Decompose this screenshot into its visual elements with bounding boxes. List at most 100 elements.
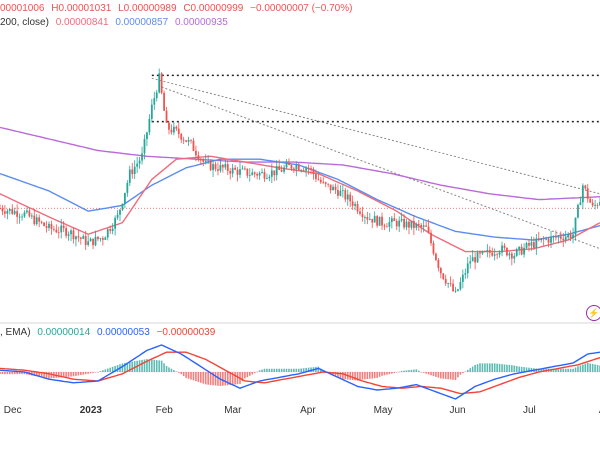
candle-body <box>425 225 428 227</box>
candle-body <box>295 165 298 170</box>
macd-histogram-bar <box>89 372 92 374</box>
candle-body <box>305 168 308 171</box>
macd-histogram-bar <box>376 372 378 378</box>
macd-histogram-bar <box>288 368 290 372</box>
flash-icon[interactable]: ⚡ <box>586 305 600 321</box>
macd-histogram-bar <box>70 372 72 377</box>
macd-histogram-bar <box>525 367 528 372</box>
candle-body <box>327 183 330 185</box>
macd-histogram-bar <box>195 372 197 382</box>
candle-body <box>567 233 570 237</box>
candle-body <box>486 250 489 252</box>
macd-histogram-bar <box>175 371 178 372</box>
macd-histogram-bar <box>481 363 484 372</box>
candle-body <box>386 226 388 228</box>
macd-histogram-bar <box>256 371 258 373</box>
macd-histogram-bar <box>471 366 474 372</box>
macd-histogram-bar <box>43 372 45 378</box>
candle-body <box>334 186 337 191</box>
candle-body <box>285 163 288 168</box>
macd-histogram-bar <box>16 372 18 375</box>
macd-histogram-bar <box>523 367 525 372</box>
candle-body <box>136 163 139 167</box>
macd-histogram-bar <box>425 372 427 374</box>
macd-histogram-bar <box>596 364 599 372</box>
candle-body <box>442 273 445 279</box>
macd-histogram-bar <box>77 372 80 376</box>
ohlc-high: H0.00001031 <box>51 3 112 14</box>
candle-body <box>444 278 447 284</box>
candle-body <box>18 216 21 218</box>
macd-histogram-bar <box>432 372 435 377</box>
candle-body <box>104 237 107 240</box>
x-tick-label: Aug <box>599 405 600 416</box>
candle-body <box>557 236 560 238</box>
macd-histogram-bar <box>476 364 479 372</box>
candle-body <box>270 170 273 177</box>
ohlc-low: L0.00000989 <box>118 3 177 14</box>
macd-histogram-bar <box>334 372 337 376</box>
macd-histogram-bar <box>398 371 400 373</box>
candle-body <box>351 201 354 206</box>
macd-histogram-bar <box>116 365 119 372</box>
macd-histogram-bar <box>577 366 579 372</box>
candle-body <box>435 253 437 260</box>
candle-body <box>126 182 129 193</box>
candle-body <box>508 253 511 256</box>
macd-histogram-bar <box>280 368 283 372</box>
macd-histogram-bar <box>109 367 112 372</box>
candle-body <box>221 164 224 168</box>
macd-histogram-bar <box>366 372 369 380</box>
candle-body <box>591 202 594 206</box>
macd-histogram-bar <box>38 372 40 377</box>
candle-body <box>337 190 339 196</box>
candle-body <box>131 169 134 174</box>
macd-histogram-bar <box>317 366 320 372</box>
ohlc-legend: 00001006 H0.00001031 L0.00000989 C0.0000… <box>0 3 356 14</box>
candle-body <box>584 185 587 189</box>
macd-histogram-bar <box>278 368 280 372</box>
candle-body <box>185 140 188 142</box>
candle-body <box>528 242 530 246</box>
candle-body <box>493 254 496 256</box>
candle-body <box>461 274 464 282</box>
macd-histogram-bar <box>177 372 180 373</box>
macd-histogram-bar <box>180 372 183 375</box>
candle-body <box>165 110 168 123</box>
macd-histogram-bar <box>158 360 160 372</box>
candle-body <box>111 228 114 231</box>
macd-histogram-bar <box>138 360 141 372</box>
ohlc-open: 00001006 <box>0 3 45 14</box>
candle-body <box>572 234 574 239</box>
candle-body <box>457 289 459 291</box>
macd-histogram-bar <box>447 372 449 380</box>
candle-body <box>84 236 87 245</box>
macd-histogram-bar <box>302 368 305 372</box>
candle-body <box>266 178 268 179</box>
macd-histogram-bar <box>229 372 232 385</box>
candle-body <box>547 238 550 243</box>
ma-legend: 200, close) 0.00000841 0.00000857 0.0000… <box>0 17 232 28</box>
candle-body <box>239 169 241 175</box>
candle-body <box>537 238 540 241</box>
candle-body <box>506 247 508 256</box>
candle-body <box>182 139 185 141</box>
macd-histogram-bar <box>364 372 366 380</box>
candle-body <box>6 210 9 214</box>
candle-body <box>43 222 45 227</box>
macd-line-value: 0.00000053 <box>96 327 150 338</box>
macd-histogram-bar <box>540 368 543 372</box>
macd-histogram-bar <box>501 364 503 372</box>
macd-histogram-bar <box>557 368 560 372</box>
candle-body <box>33 215 36 225</box>
macd-histogram-bar <box>354 372 356 381</box>
candle-body <box>3 211 6 214</box>
candle-body <box>459 281 462 290</box>
candle-body <box>412 221 415 228</box>
trendline-0 <box>151 77 600 195</box>
macd-histogram-bar <box>574 367 577 372</box>
macd-histogram-bar <box>339 372 342 378</box>
candle-body <box>454 290 457 292</box>
candle-body <box>449 283 452 285</box>
